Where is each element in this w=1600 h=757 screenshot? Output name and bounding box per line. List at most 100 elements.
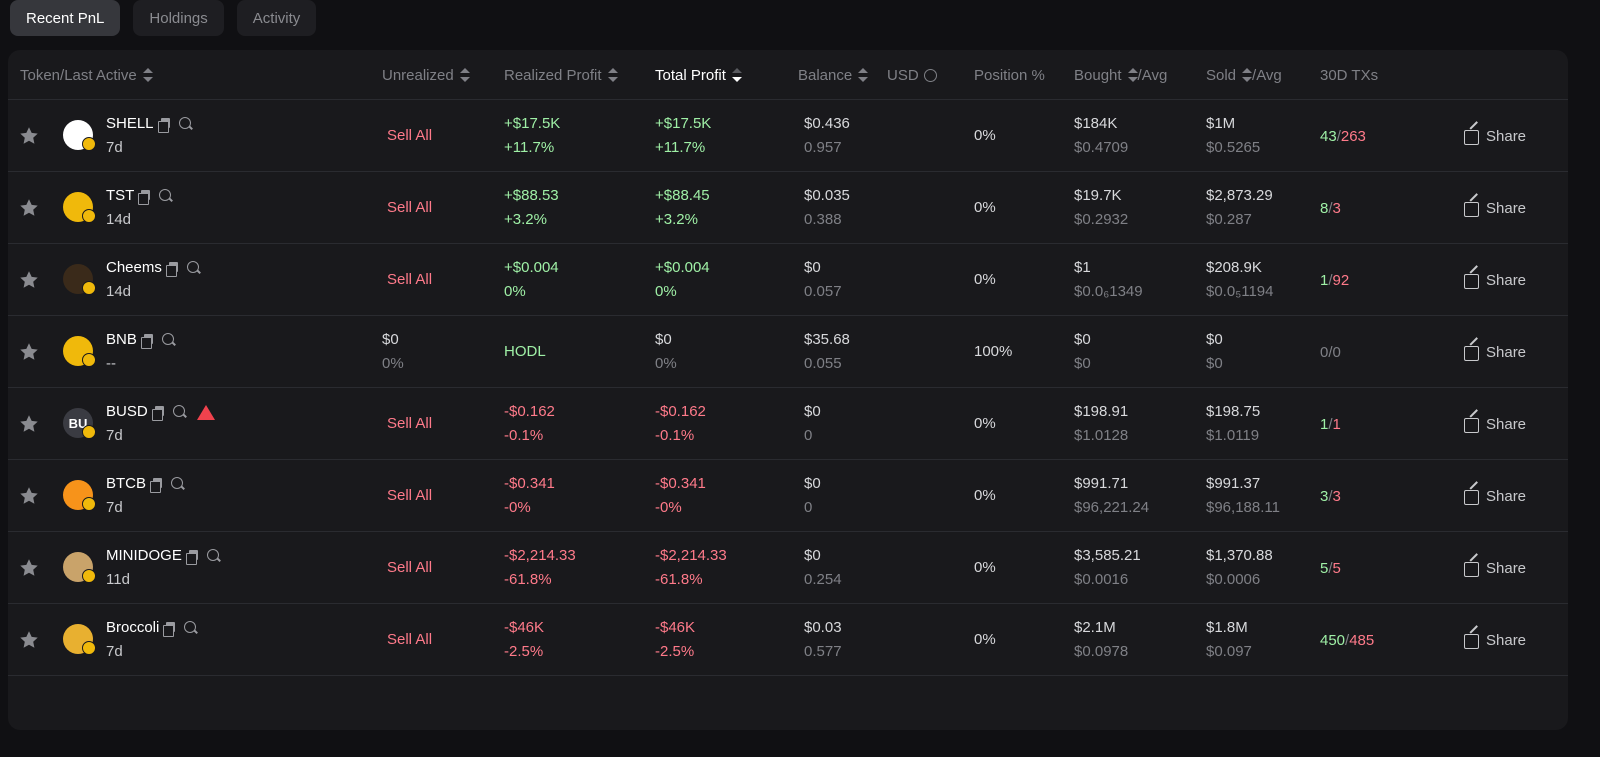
token-name[interactable]: BTCB (106, 475, 147, 492)
token-name[interactable]: Broccoli (106, 619, 160, 636)
tx-sell-count: 3 (1332, 487, 1341, 505)
col-unrealized-header[interactable]: Unrealized (382, 50, 470, 100)
total-profit-value: $0 (655, 331, 672, 348)
share-label: Share (1486, 343, 1527, 361)
sort-icon[interactable] (607, 68, 618, 82)
share-button[interactable]: Share (1464, 488, 1526, 505)
col-usd-label: USD (887, 66, 919, 84)
table-header: Token/Last Active Unrealized Realized Pr… (8, 50, 1568, 100)
share-button[interactable]: Share (1464, 416, 1526, 433)
table-row[interactable]: BTCB 7d Sell All -$0.341 -0% -$0.341 -0% … (8, 460, 1568, 532)
sell-all-button[interactable]: Sell All (387, 631, 433, 648)
sold-avg: $0.5265 (1206, 139, 1261, 156)
col-total-header[interactable]: Total Profit (655, 50, 742, 100)
total-profit-value: +$17.5K (655, 115, 712, 132)
favorite-star-icon[interactable] (18, 197, 40, 219)
col-sold-header[interactable]: Sold/Avg (1206, 50, 1282, 100)
sell-all-button[interactable]: Sell All (387, 559, 433, 576)
last-active: 7d (106, 643, 123, 660)
share-button[interactable]: Share (1464, 344, 1526, 361)
col-realized-header[interactable]: Realized Profit (504, 50, 618, 100)
share-button[interactable]: Share (1464, 128, 1526, 145)
sort-icon[interactable] (858, 68, 869, 82)
favorite-star-icon[interactable] (18, 341, 40, 363)
table-row[interactable]: Broccoli 7d Sell All -$46K -2.5% -$46K -2… (8, 604, 1568, 676)
copy-icon[interactable] (140, 333, 154, 349)
copy-icon[interactable] (185, 549, 199, 565)
share-button[interactable]: Share (1464, 632, 1526, 649)
share-icon (1464, 272, 1480, 289)
currency-swap-icon[interactable] (923, 68, 937, 82)
table-row[interactable]: SHELL 7d Sell All +$17.5K +11.7% +$17.5K … (8, 100, 1568, 172)
sort-desc-icon[interactable] (731, 68, 742, 82)
tab-activity[interactable]: Activity (236, 0, 317, 36)
tx-separator: / (1328, 343, 1333, 361)
search-icon[interactable] (159, 189, 173, 203)
sell-all-button[interactable]: Sell All (387, 127, 433, 144)
search-icon[interactable] (161, 333, 176, 347)
search-icon[interactable] (184, 621, 198, 635)
tab-holdings[interactable]: Holdings (133, 0, 224, 36)
copy-icon[interactable] (151, 405, 165, 421)
search-icon[interactable] (178, 117, 193, 131)
share-button[interactable]: Share (1464, 560, 1526, 577)
col-balance-header[interactable]: Balance (798, 50, 869, 100)
token-name[interactable]: BNB (106, 331, 137, 348)
position-pct: 0% (974, 199, 996, 216)
sell-all-button[interactable]: Sell All (387, 271, 433, 288)
tab-recent-pnl[interactable]: Recent PnL (10, 0, 121, 36)
table-row[interactable]: Cheems 14d Sell All +$0.004 0% +$0.004 0%… (8, 244, 1568, 316)
realized-pct: -61.8% (504, 571, 552, 588)
col-bought-header[interactable]: Bought/Avg (1074, 50, 1167, 100)
favorite-star-icon[interactable] (18, 629, 40, 651)
sell-all-button[interactable]: Sell All (387, 199, 433, 216)
sell-all-button[interactable]: Sell All (387, 415, 433, 432)
search-icon[interactable] (186, 261, 201, 275)
token-name[interactable]: BUSD (106, 403, 148, 420)
sort-icon[interactable] (459, 68, 470, 82)
copy-icon[interactable] (150, 477, 163, 493)
realized-pct: +11.7% (504, 139, 555, 156)
search-icon[interactable] (172, 405, 187, 419)
copy-icon[interactable] (138, 189, 151, 205)
share-button[interactable]: Share (1464, 272, 1526, 289)
total-profit-pct: -0% (655, 499, 682, 516)
copy-icon[interactable] (165, 261, 179, 277)
sort-icon[interactable] (1242, 68, 1253, 82)
copy-icon[interactable] (163, 621, 176, 637)
sold-value: $208.9K (1206, 259, 1262, 276)
col-unrealized-label: Unrealized (382, 66, 454, 84)
favorite-star-icon[interactable] (18, 413, 40, 435)
bnb-chain-badge-icon (82, 137, 96, 151)
sold-value: $991.37 (1206, 475, 1261, 492)
favorite-star-icon[interactable] (18, 125, 40, 147)
sort-icon[interactable] (1127, 68, 1138, 82)
favorite-star-icon[interactable] (18, 485, 40, 507)
sell-all-button[interactable]: Sell All (387, 487, 433, 504)
table-row[interactable]: MINIDOGE 11d Sell All -$2,214.33 -61.8% -… (8, 532, 1568, 604)
search-icon[interactable] (171, 477, 185, 491)
table-row[interactable]: BNB -- $0 0% HODL $0 0% $35.68 0.055 100%… (8, 316, 1568, 388)
token-name[interactable]: MINIDOGE (106, 547, 182, 564)
col-usd-toggle[interactable]: USD (887, 50, 937, 100)
favorite-star-icon[interactable] (18, 557, 40, 579)
sort-icon[interactable] (142, 68, 153, 82)
favorite-star-icon[interactable] (18, 269, 40, 291)
bnb-chain-badge-icon (82, 209, 96, 223)
table-row[interactable]: BU BUSD 7d Sell All -$0.162 -0.1% -$0.162… (8, 388, 1568, 460)
col-total-label: Total Profit (655, 66, 726, 84)
share-label: Share (1486, 127, 1527, 145)
bnb-chain-badge-icon (82, 497, 96, 511)
share-button[interactable]: Share (1464, 200, 1526, 217)
search-icon[interactable] (206, 549, 221, 563)
tx-sell-count: 485 (1349, 631, 1375, 649)
token-name[interactable]: Cheems (106, 259, 162, 276)
bought-avg: $0.0016 (1074, 571, 1129, 588)
token-name[interactable]: TST (106, 187, 135, 204)
tx-separator: / (1328, 487, 1333, 505)
table-row[interactable]: TST 14d Sell All +$88.53 +3.2% +$88.45 +3… (8, 172, 1568, 244)
balance-amount: 0.057 (804, 283, 842, 300)
token-name[interactable]: SHELL (106, 115, 154, 132)
copy-icon[interactable] (157, 117, 171, 133)
col-token-header[interactable]: Token/Last Active (20, 50, 153, 100)
